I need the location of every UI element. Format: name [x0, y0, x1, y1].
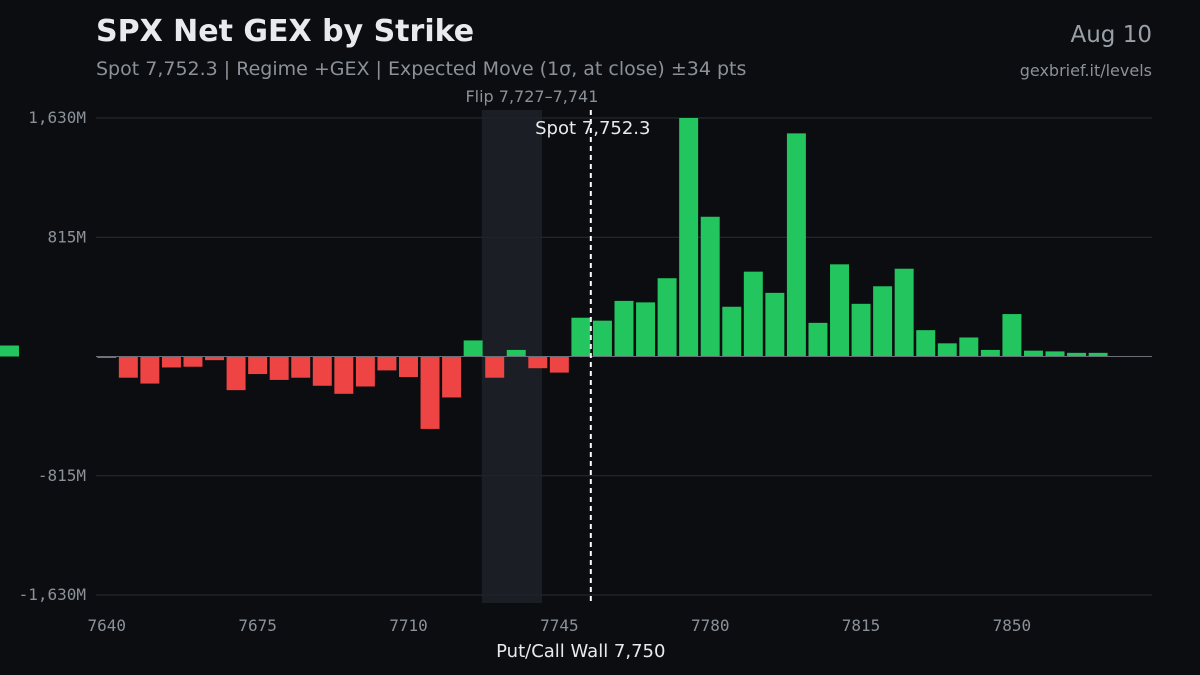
- bar-strike-7750: [571, 317, 591, 357]
- bar-strike-7850: [1002, 314, 1022, 357]
- bar-strike-7665: [205, 356, 225, 361]
- bar-strike-7710: [399, 356, 418, 377]
- bar-strike-7660: [183, 356, 203, 367]
- x-tick-label: 7745: [540, 616, 579, 635]
- bar-strike-7650: [140, 356, 160, 384]
- bar-strike-7860: [1045, 351, 1065, 357]
- source-link[interactable]: gexbrief.it/levels: [1019, 61, 1152, 80]
- bar-strike-7805: [808, 322, 828, 357]
- bar-strike-7695: [334, 356, 354, 394]
- spot-label: Spot 7,752.3: [535, 118, 650, 139]
- bar-strike-7865: [1067, 352, 1087, 357]
- bar-strike-7775: [679, 118, 699, 357]
- bar-strike-7760: [614, 300, 634, 357]
- x-tick-label: 7640: [88, 616, 127, 635]
- chart-subtitle: Spot 7,752.3 | Regime +GEX | Expected Mo…: [96, 58, 747, 80]
- bar-strike-7830: [916, 330, 936, 357]
- bar-strike-7725: [463, 340, 483, 357]
- bar-strike-7675: [248, 356, 268, 375]
- chart-title: SPX Net GEX by Strike: [96, 14, 475, 49]
- bar-strike-7785: [722, 306, 742, 357]
- x-tick-label: 7815: [842, 616, 881, 635]
- bar-strike-7700: [355, 356, 375, 387]
- bar-strike-7795: [765, 292, 785, 357]
- bar-strike-7820: [873, 286, 893, 357]
- bar-strike-7835: [937, 343, 957, 357]
- y-tick-label: 815M: [47, 227, 86, 246]
- bar-strike-7755: [592, 320, 612, 357]
- bar-strike-7845: [980, 349, 1000, 357]
- bar-strike-7780: [700, 216, 720, 357]
- x-tick-label: 7675: [238, 616, 277, 635]
- bar-strike-7645: [118, 356, 138, 378]
- bar-strike-7640: [97, 356, 117, 358]
- date-label: Aug 10: [1070, 22, 1153, 48]
- bar-strike-7870: [1088, 352, 1108, 357]
- bar-strike-7765: [636, 302, 656, 357]
- bar-strike-7825: [894, 268, 914, 357]
- bar-strike-7730: [485, 356, 505, 378]
- y-tick-label: 1,630M: [28, 108, 86, 127]
- bar-strike-7715: [420, 356, 440, 429]
- bar-strike-7690: [312, 356, 332, 386]
- y-tick-label: -1,630M: [19, 585, 86, 604]
- x-tick-label: 7780: [691, 616, 730, 635]
- y-tick-label: -815M: [38, 466, 86, 485]
- bar-strike-7740: [528, 356, 548, 369]
- bar-strike-7705: [377, 356, 397, 371]
- bar-strike-7770: [657, 278, 677, 357]
- bar-strike-7855: [1023, 350, 1043, 357]
- bar-strike-7685: [291, 356, 311, 378]
- bar-strike-undefined: [0, 352, 19, 357]
- bar-strike-7810: [830, 264, 849, 357]
- bar-strike-7745: [549, 356, 569, 373]
- bar-strike-7840: [959, 337, 979, 357]
- bar-strike-7680: [269, 356, 289, 380]
- x-axis-label: Put/Call Wall 7,750: [496, 641, 665, 662]
- bar-strike-7790: [743, 271, 763, 357]
- bar-strike-7670: [226, 356, 246, 391]
- x-tick-label: 7850: [993, 616, 1032, 635]
- bar-strike-7800: [786, 133, 806, 357]
- bar-strike-undefined: [0, 345, 19, 357]
- bar-strike-7735: [506, 349, 526, 357]
- flip-zone-label: Flip 7,727–7,741: [465, 87, 598, 106]
- bar-strike-7815: [851, 303, 871, 357]
- bar-strike-7655: [161, 356, 181, 368]
- bar-strike-7720: [442, 356, 462, 398]
- x-tick-label: 7710: [389, 616, 428, 635]
